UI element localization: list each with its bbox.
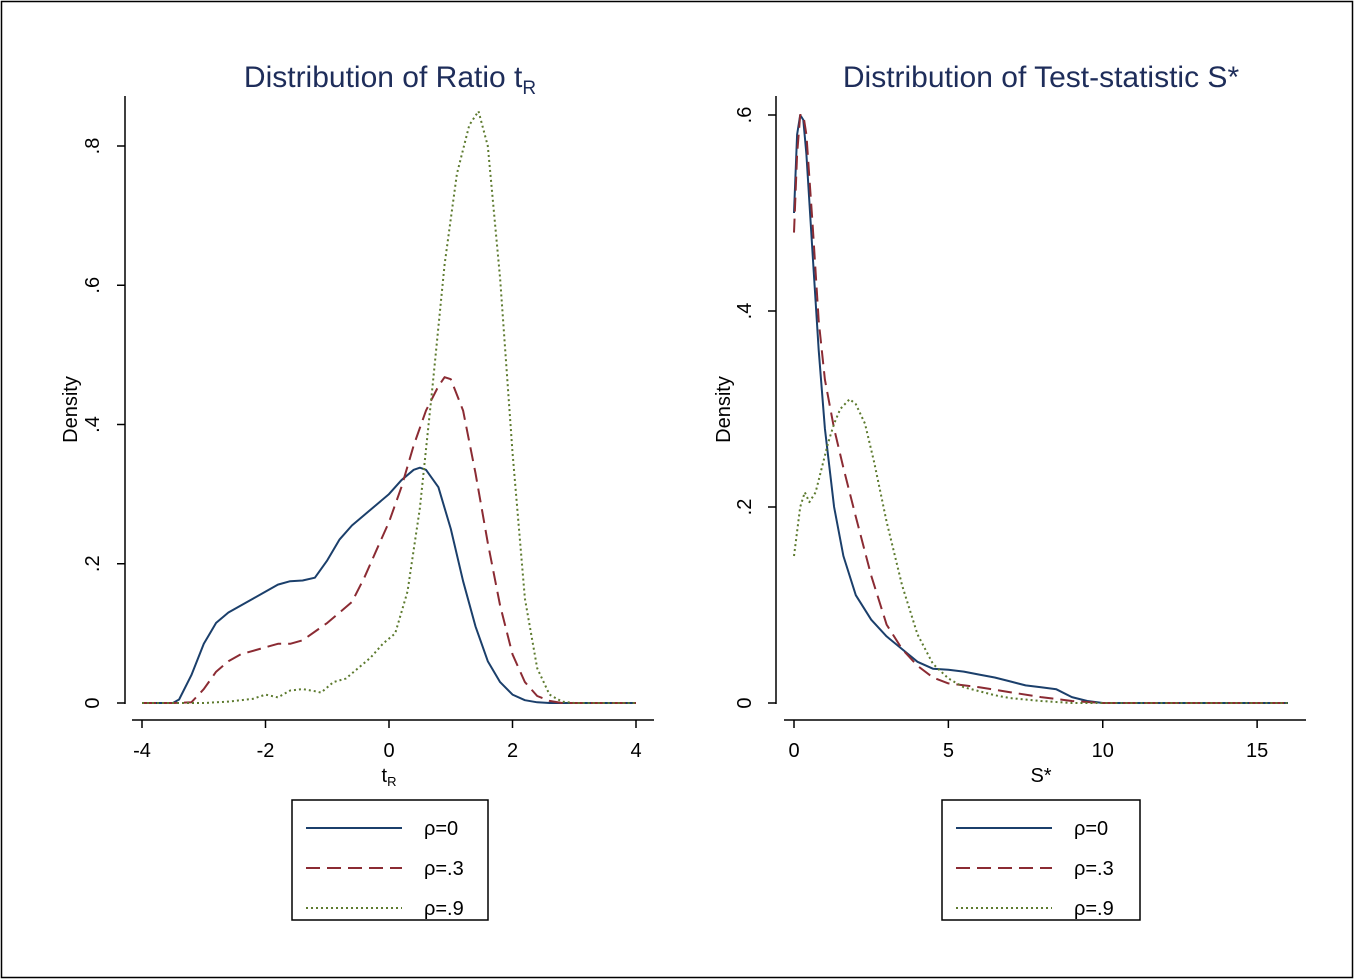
legend-box [941,799,1141,921]
y-tick-label: .2 [734,499,756,516]
chart-panel-ratio: Distribution of Ratio tR 0 .2 .4 .6 .8 Density… [60,61,654,921]
x-tick-label: 2 [507,740,518,762]
y-tick-label: .4 [734,303,756,320]
x-tick-label: 10 [1092,740,1114,762]
chart-title: Distribution of Ratio tR [244,61,536,99]
legend-label: ρ=.3 [1074,858,1114,880]
legend-label: ρ=.3 [424,858,464,880]
legend-label: ρ=0 [424,818,458,840]
x-axis-label: tR [382,765,397,789]
y-tick-label: .6 [82,277,104,294]
series-line-2 [793,114,1288,704]
legend-label: ρ=.9 [424,898,464,920]
x-tick-label: 0 [788,740,799,762]
y-axis-label: Density [60,376,82,443]
x-tick-label: 15 [1246,740,1268,762]
x-tick-label: 0 [383,740,394,762]
legend-label: ρ=.9 [1074,898,1114,920]
chart-title: Distribution of Test-statistic S* [843,61,1240,94]
x-axis-label: S* [1030,765,1051,787]
y-tick-label: .8 [82,138,104,155]
y-tick-label: .6 [734,107,756,124]
legend-box [291,799,489,921]
x-tick-label: 5 [943,740,954,762]
chart-panel-test-statistic: Distribution of Test-statistic S* 0 .2 .4 .6… [713,61,1306,921]
y-tick-label: .2 [82,555,104,572]
series-line-1 [793,114,1288,704]
y-tick-label: .4 [82,416,104,433]
y-tick-label: 0 [82,697,104,708]
series-line-1 [142,466,636,704]
series-line-3 [142,110,636,704]
series-line-2 [142,376,636,704]
legend: ρ=0 ρ=.3 ρ=.9 [291,799,489,921]
series-line-3 [793,398,1288,704]
legend: ρ=0 ρ=.3 ρ=.9 [941,799,1141,921]
x-tick-label: 4 [630,740,641,762]
x-tick-label: -2 [257,740,275,762]
y-axis-label: Density [713,376,735,443]
x-tick-label: -4 [133,740,151,762]
y-tick-label: 0 [734,697,756,708]
legend-label: ρ=0 [1074,818,1108,840]
